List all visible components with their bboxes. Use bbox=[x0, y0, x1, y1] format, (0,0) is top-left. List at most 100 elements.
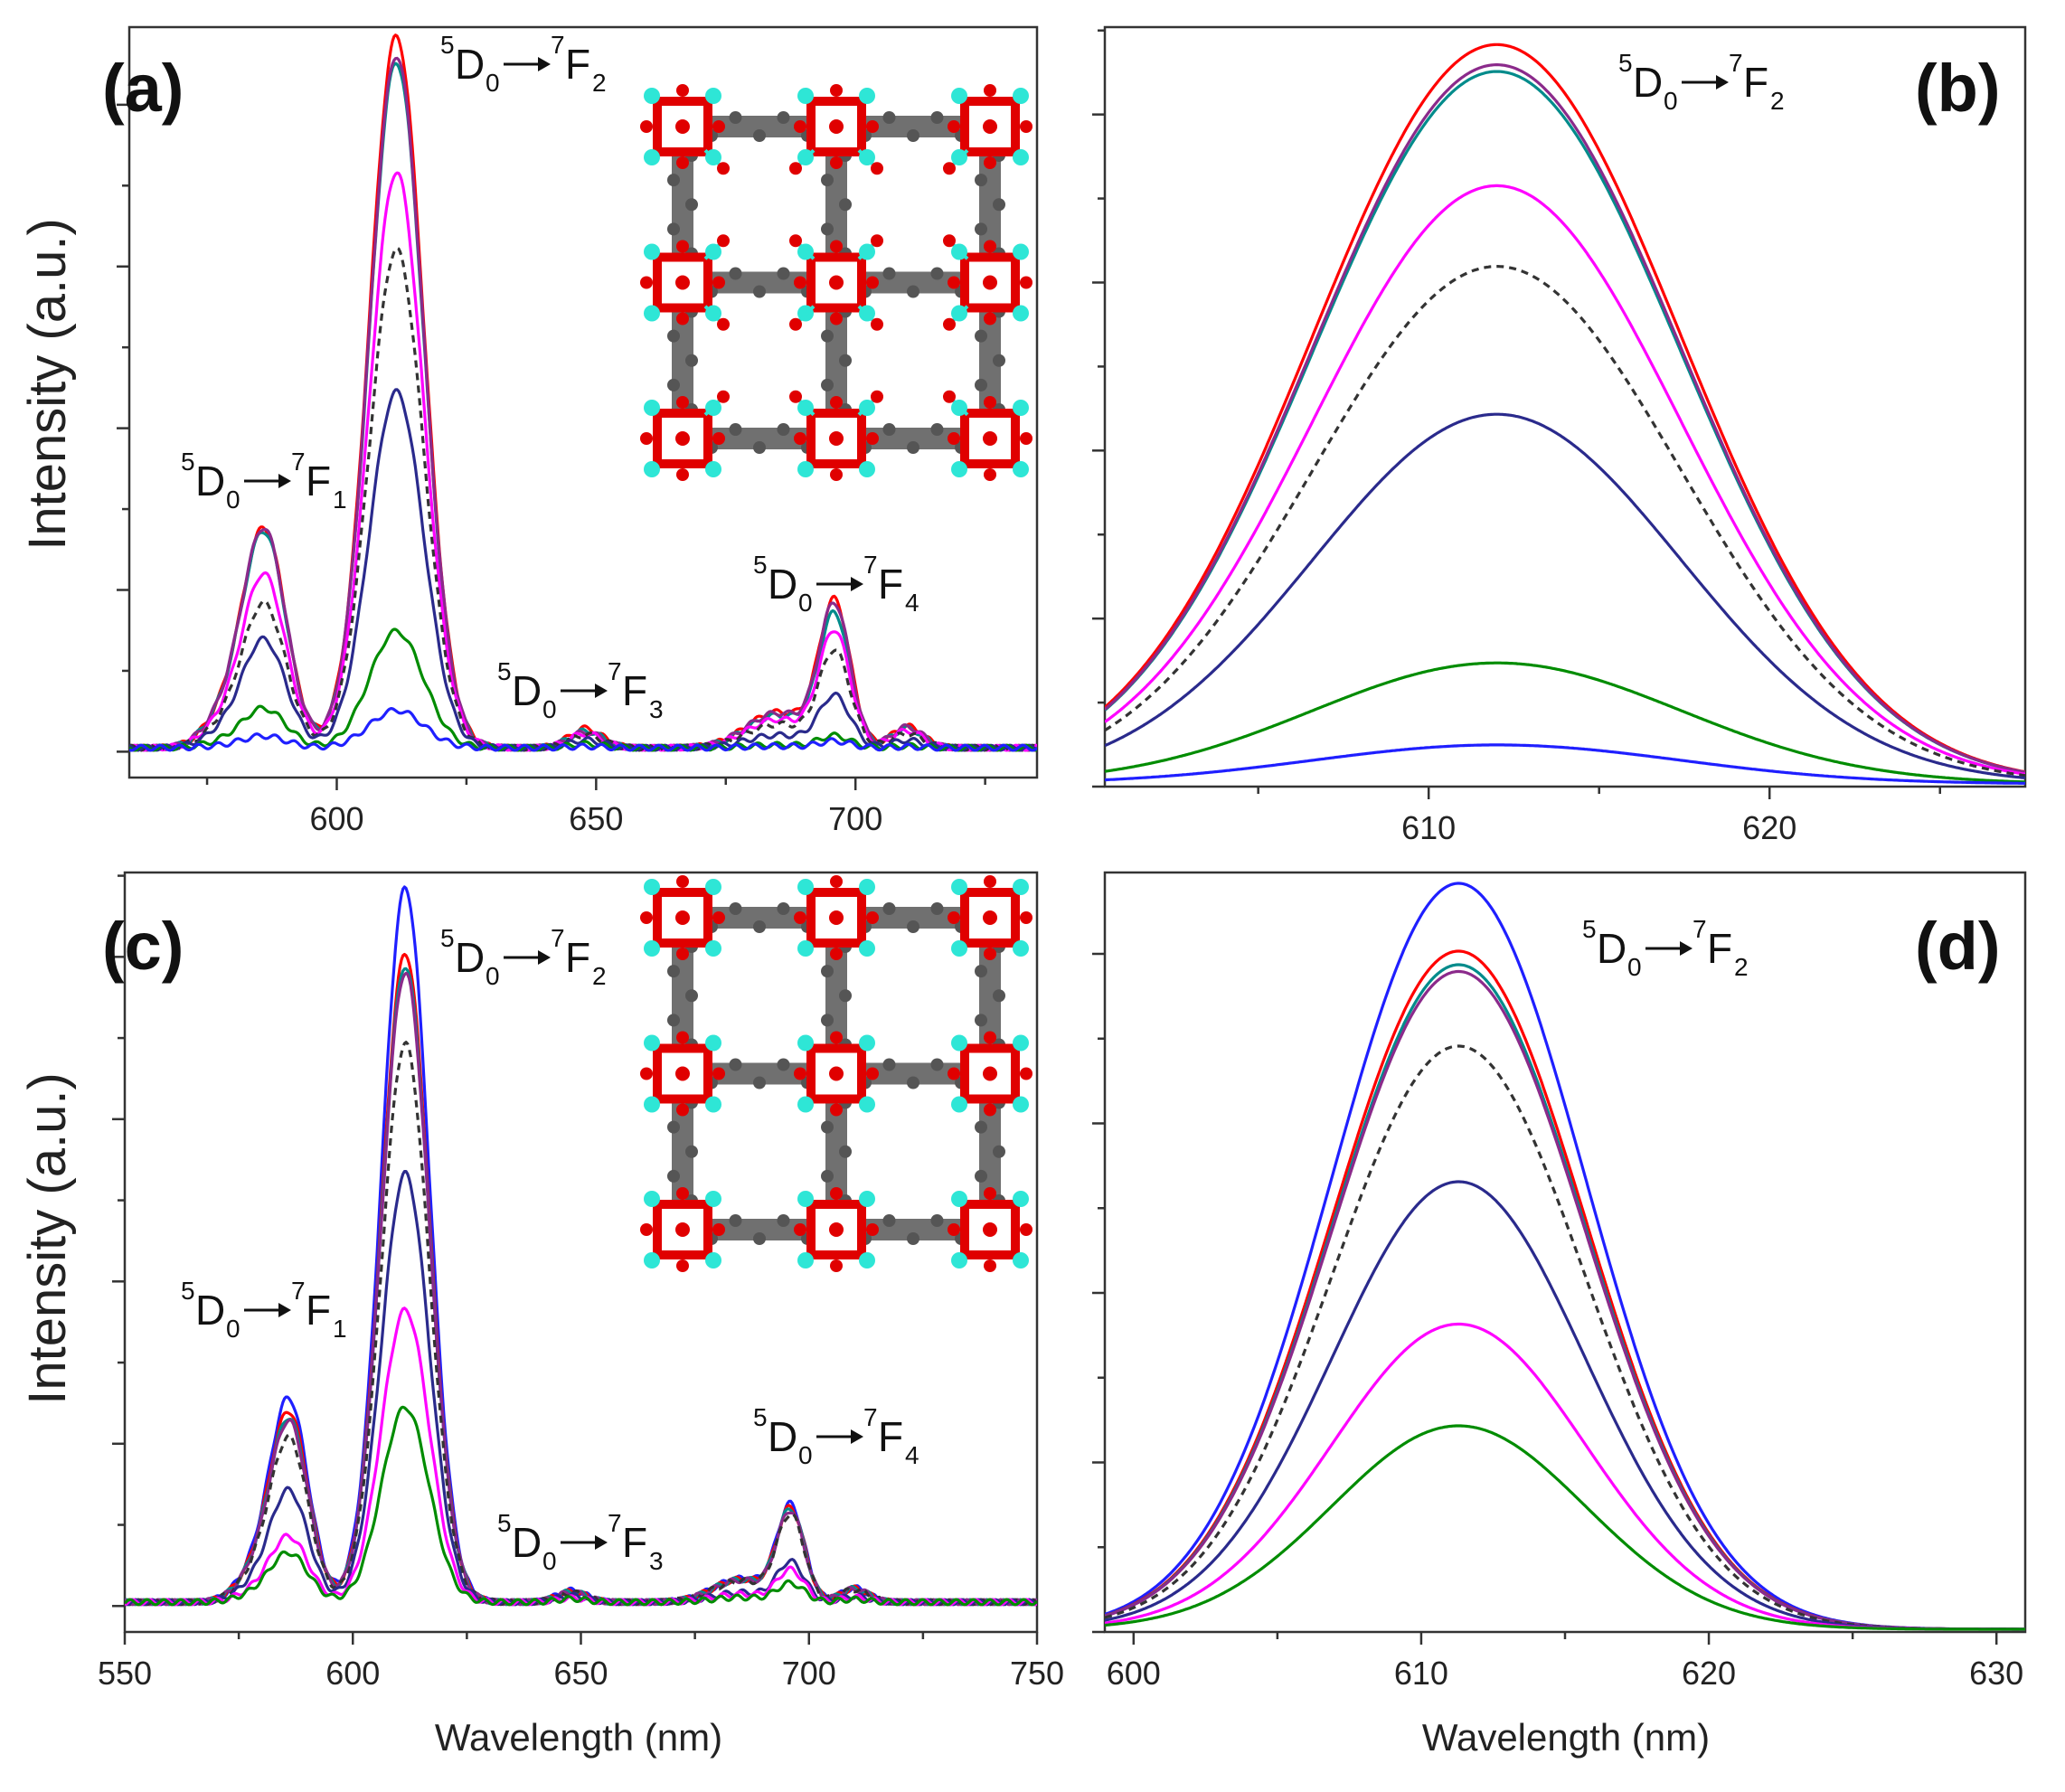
svg-text:7: 7 bbox=[863, 551, 878, 579]
svg-text:F: F bbox=[1707, 925, 1732, 972]
series-line-b-7 bbox=[1105, 661, 2025, 784]
svg-text:5: 5 bbox=[753, 551, 768, 579]
series-line-a-7 bbox=[129, 627, 1037, 752]
crystal-structure-inset-a bbox=[640, 84, 1032, 481]
series-line-c-1 bbox=[125, 885, 1037, 1607]
svg-text:5: 5 bbox=[1582, 915, 1597, 943]
svg-text:5: 5 bbox=[497, 1509, 512, 1537]
svg-text:7: 7 bbox=[1729, 49, 1743, 77]
annotation-c-7F1: 5 D 0 7 F 1 bbox=[181, 1277, 347, 1343]
annotation-a-7F3: 5 D 0 7 F 3 bbox=[497, 657, 664, 723]
x-tick-label: 700 bbox=[782, 1655, 836, 1692]
plot-frame-b bbox=[1103, 25, 2027, 788]
x-axis-label-d: Wavelength (nm) bbox=[1422, 1716, 1710, 1759]
svg-text:7: 7 bbox=[551, 924, 565, 952]
series-line-d-2 bbox=[1105, 949, 2025, 1631]
svg-text:F: F bbox=[306, 457, 331, 505]
x-tick-label: 700 bbox=[828, 800, 882, 837]
svg-text:2: 2 bbox=[1770, 87, 1785, 115]
series-line-b-6 bbox=[1105, 412, 2025, 779]
svg-text:D: D bbox=[1597, 925, 1627, 972]
svg-text:2: 2 bbox=[592, 69, 607, 97]
svg-text:5: 5 bbox=[181, 1277, 195, 1305]
svg-text:3: 3 bbox=[649, 695, 664, 723]
annotation-c-7F2: 5 D 0 7 F 2 bbox=[440, 924, 607, 990]
y-axis-label-a: Intensity (a.u.) bbox=[18, 218, 77, 550]
x-tick-label: 750 bbox=[1010, 1655, 1064, 1692]
annotation-a-7F2: 5 D 0 7 F 2 bbox=[440, 31, 607, 97]
svg-text:1: 1 bbox=[333, 486, 347, 514]
svg-text:5: 5 bbox=[753, 1403, 768, 1431]
series-line-a-2 bbox=[129, 61, 1037, 752]
svg-text:2: 2 bbox=[1734, 953, 1749, 981]
svg-text:5: 5 bbox=[497, 657, 512, 685]
x-tick-label: 620 bbox=[1742, 809, 1796, 846]
svg-text:D: D bbox=[768, 1413, 797, 1460]
transition-annotations: 5 D 07 F 25 D 07 F 15 D 07 F 35 D 07 F 45 D 07 F 25 D 07 F 25 D 07… bbox=[181, 31, 1785, 1575]
plot-frame-d bbox=[1103, 871, 2027, 1634]
series-line-c-4 bbox=[125, 971, 1037, 1607]
series-line-b-3 bbox=[1105, 62, 2025, 774]
svg-text:7: 7 bbox=[1693, 915, 1707, 943]
svg-text:0: 0 bbox=[542, 1547, 557, 1575]
panel-c: 550 600 650 700 750 bbox=[98, 871, 1064, 1692]
panel-d: 600 610 620 630 bbox=[1092, 871, 2027, 1692]
svg-text:4: 4 bbox=[905, 589, 919, 617]
svg-text:F: F bbox=[622, 667, 647, 714]
svg-text:7: 7 bbox=[551, 31, 565, 59]
x-tick-label: 600 bbox=[309, 800, 363, 837]
svg-text:F: F bbox=[565, 41, 590, 88]
plot-frame-a bbox=[127, 25, 1039, 779]
svg-text:F: F bbox=[306, 1287, 331, 1334]
svg-text:F: F bbox=[1743, 59, 1768, 106]
svg-text:1: 1 bbox=[333, 1315, 347, 1343]
x-tick-label: 600 bbox=[325, 1655, 380, 1692]
svg-text:0: 0 bbox=[1627, 953, 1642, 981]
series-line-a-5 bbox=[129, 246, 1037, 752]
panel-label-b: (b) bbox=[1915, 51, 2001, 126]
annotation-a-7F1: 5 D 0 7 F 1 bbox=[181, 448, 347, 514]
svg-text:7: 7 bbox=[863, 1403, 878, 1431]
svg-text:F: F bbox=[878, 561, 903, 608]
panel-b: 610 620 bbox=[1092, 25, 2027, 846]
svg-text:5: 5 bbox=[1618, 49, 1633, 77]
svg-text:D: D bbox=[512, 1519, 542, 1566]
annotation-c-7F3: 5 D 0 7 F 3 bbox=[497, 1509, 664, 1575]
series-line-a-4 bbox=[129, 171, 1037, 752]
series-line-d-6 bbox=[1105, 1180, 2025, 1631]
series-line-d-4 bbox=[1105, 969, 2025, 1631]
series-line-b-2 bbox=[1105, 70, 2025, 774]
svg-text:4: 4 bbox=[905, 1441, 919, 1469]
x-tick-label: 550 bbox=[98, 1655, 152, 1692]
svg-text:0: 0 bbox=[486, 962, 500, 990]
series-line-a-8 bbox=[129, 706, 1037, 752]
annotation-d-7F2: 5 D 0 7 F 2 bbox=[1582, 915, 1749, 981]
svg-text:7: 7 bbox=[608, 1509, 622, 1537]
series-line-d-3 bbox=[1105, 963, 2025, 1631]
series-line-b-4 bbox=[1105, 184, 2025, 776]
series-line-a-3 bbox=[129, 56, 1037, 752]
series-line-c-2 bbox=[125, 952, 1037, 1607]
series-line-d-1 bbox=[1105, 882, 2025, 1631]
svg-text:5: 5 bbox=[440, 31, 455, 59]
svg-text:2: 2 bbox=[592, 962, 607, 990]
annotation-c-7F4: 5 D 0 7 F 4 bbox=[753, 1403, 919, 1469]
x-tick-label: 610 bbox=[1401, 809, 1456, 846]
x-tick-label: 600 bbox=[1107, 1655, 1161, 1692]
svg-text:F: F bbox=[565, 934, 590, 981]
panel-label-c: (c) bbox=[102, 909, 184, 984]
svg-text:7: 7 bbox=[291, 1277, 306, 1305]
series-line-b-8 bbox=[1105, 743, 2025, 785]
svg-text:D: D bbox=[455, 934, 485, 981]
svg-text:D: D bbox=[768, 561, 797, 608]
svg-text:D: D bbox=[455, 41, 485, 88]
svg-text:D: D bbox=[195, 457, 225, 505]
series-line-b-1 bbox=[1105, 42, 2025, 774]
svg-text:D: D bbox=[1633, 59, 1663, 106]
x-tick-label: 610 bbox=[1394, 1655, 1448, 1692]
svg-text:0: 0 bbox=[486, 69, 500, 97]
svg-text:7: 7 bbox=[608, 657, 622, 685]
svg-text:0: 0 bbox=[226, 1315, 240, 1343]
x-tick-label: 650 bbox=[553, 1655, 608, 1692]
